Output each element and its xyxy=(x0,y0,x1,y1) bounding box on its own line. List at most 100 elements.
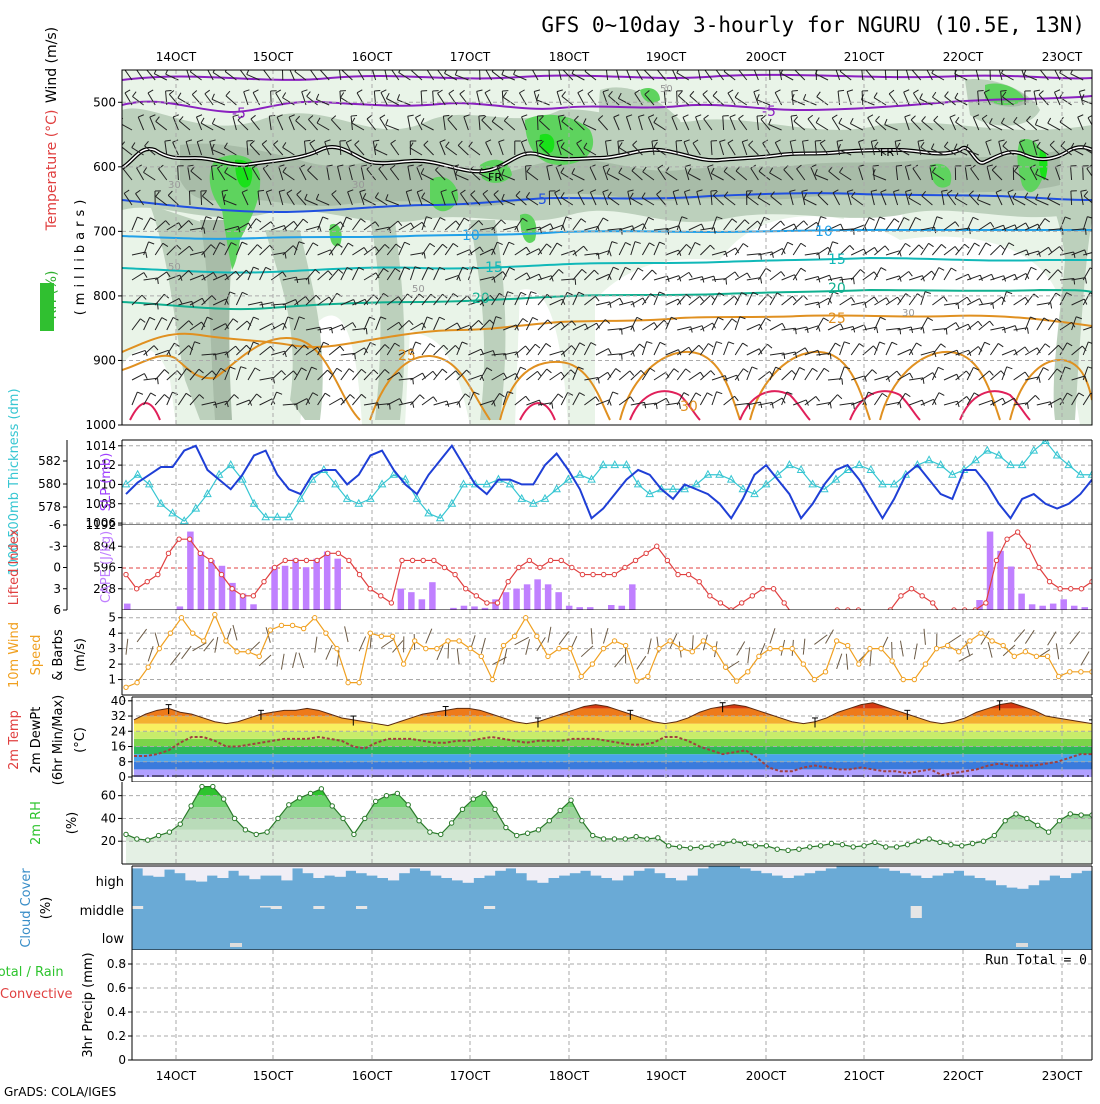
wind-speed-series-marker xyxy=(568,646,572,650)
lifted-index-series-marker xyxy=(156,572,160,576)
cloud-high-gap xyxy=(559,866,570,876)
cape-bar xyxy=(250,604,257,610)
lifted-index-series-marker xyxy=(1058,587,1062,591)
cloud-high-gap xyxy=(1028,866,1039,885)
wind-barb-shaft xyxy=(990,66,991,80)
wind-ylabel-1: 10m Wind xyxy=(7,622,22,688)
cape-bar xyxy=(1018,594,1025,610)
cape-bar xyxy=(545,584,552,610)
cloud-high-gap xyxy=(889,866,900,871)
lifted-index-series-marker xyxy=(294,558,298,562)
cape-bar xyxy=(408,592,415,610)
label-20-b: 20 xyxy=(828,281,846,297)
wind-barb-flag xyxy=(558,65,564,66)
cloud-mid-bar xyxy=(271,906,282,909)
lifted-index-series-marker xyxy=(241,594,245,598)
wind-barb-flag xyxy=(946,329,947,335)
lifted-index-series-marker xyxy=(909,587,913,591)
wind-barb-flag xyxy=(838,90,844,91)
wind-barb-shaft xyxy=(1095,325,1100,330)
rh2m-series-marker xyxy=(232,816,236,820)
rh2m-series-marker xyxy=(406,803,410,807)
wind-barb-flag xyxy=(166,91,172,92)
rh2m-series-marker xyxy=(699,845,703,849)
wind-speed-series-marker xyxy=(945,643,949,647)
lifted-index-series-marker xyxy=(708,594,712,598)
wind-speed-series-marker xyxy=(779,646,783,650)
lifted-index-series-marker xyxy=(697,579,701,583)
wind-speed-series-marker xyxy=(435,646,439,650)
lifted-index-series-marker xyxy=(676,572,680,576)
lifted-index-series-marker xyxy=(559,558,563,562)
wind-barb-shaft xyxy=(1095,394,1100,405)
lifted-index-series-marker xyxy=(1079,587,1083,591)
wind-barb-flag xyxy=(531,65,536,68)
cloud-high-gap xyxy=(665,866,676,878)
rh2m-series-marker xyxy=(938,840,942,844)
cape-ylabel: CAPE (J/kg) xyxy=(99,531,114,603)
wind-barb-flag xyxy=(258,190,264,191)
lifted-index-series-marker xyxy=(325,551,329,555)
lifted-index-series-marker xyxy=(198,551,202,555)
wind-speed-series-marker xyxy=(357,680,361,684)
wind-speed-series-marker xyxy=(912,677,916,681)
label-rh30-c: 30 xyxy=(902,308,915,319)
rh2m-series-marker xyxy=(319,787,323,791)
top-day-label: 14OCT xyxy=(156,50,197,64)
cape-bar xyxy=(198,552,205,610)
cape-bar xyxy=(513,589,520,610)
cloud-high-gap xyxy=(431,866,442,876)
bottom-day-label: 23OCT xyxy=(1042,1069,1083,1083)
wind-speed-series-marker xyxy=(868,646,872,650)
y-tick-label: 600 xyxy=(93,160,116,174)
wind-barb-flag xyxy=(320,66,324,70)
wind-speed-series-marker xyxy=(890,659,894,663)
top-day-label: 22OCT xyxy=(943,50,984,64)
rh2m-series-marker xyxy=(623,837,627,841)
rh2m-series-marker xyxy=(1068,812,1072,816)
rh2m-series-marker xyxy=(536,828,540,832)
cloud-high-gap xyxy=(516,866,527,873)
cloud-high-gap xyxy=(815,866,826,871)
wind-speed-series-marker xyxy=(457,639,461,643)
cloud-high-gap xyxy=(175,866,186,873)
wind-barb-shaft xyxy=(1095,296,1100,305)
lifted-index-series-marker xyxy=(1015,530,1019,534)
cloud-high-gap xyxy=(207,866,218,876)
rh2m-series-marker xyxy=(1014,812,1018,816)
rh2m-series-marker xyxy=(840,842,844,846)
cloud-high-gap xyxy=(985,866,996,880)
wind-barb-flag xyxy=(815,141,821,142)
wind-speed-series-marker xyxy=(379,634,383,638)
rh2m-series-marker xyxy=(287,803,291,807)
cloud-high-gap xyxy=(313,866,324,878)
rh2m-series-marker xyxy=(732,839,736,843)
lifted-index-series-marker xyxy=(771,587,775,591)
label-30: 30 xyxy=(680,399,698,415)
rh2m-series-marker xyxy=(297,796,301,800)
y-tick-label: 3 xyxy=(53,582,61,596)
y-tick-label: 0 xyxy=(118,770,126,784)
rh-legend-swatch xyxy=(40,283,54,331)
wind-speed-series-marker xyxy=(746,670,750,674)
bottom-day-label: 17OCT xyxy=(450,1069,491,1083)
y-tick-label: 0.6 xyxy=(107,981,126,995)
wind-barb-flag xyxy=(1040,65,1045,69)
wind-barb-flag xyxy=(485,65,490,68)
lifted-index-series-marker xyxy=(580,572,584,576)
wind-speed-series-marker xyxy=(790,646,794,650)
y-tick-label: 700 xyxy=(93,224,116,238)
cape-bar xyxy=(1060,599,1067,610)
rh2m-series-marker xyxy=(1025,816,1029,820)
rh2m-series-marker xyxy=(547,819,551,823)
wind-barb-shaft xyxy=(677,91,678,105)
lifted-index-series-marker xyxy=(251,594,255,598)
rh2m-series-marker xyxy=(960,844,964,848)
rh2m-series-marker xyxy=(482,791,486,795)
wind-barb-flag xyxy=(372,65,378,67)
wind-barb-flag xyxy=(738,65,743,69)
temp-band xyxy=(132,731,1092,739)
cloud-high-gap xyxy=(655,866,666,873)
cloud-mid-bar xyxy=(313,906,324,909)
